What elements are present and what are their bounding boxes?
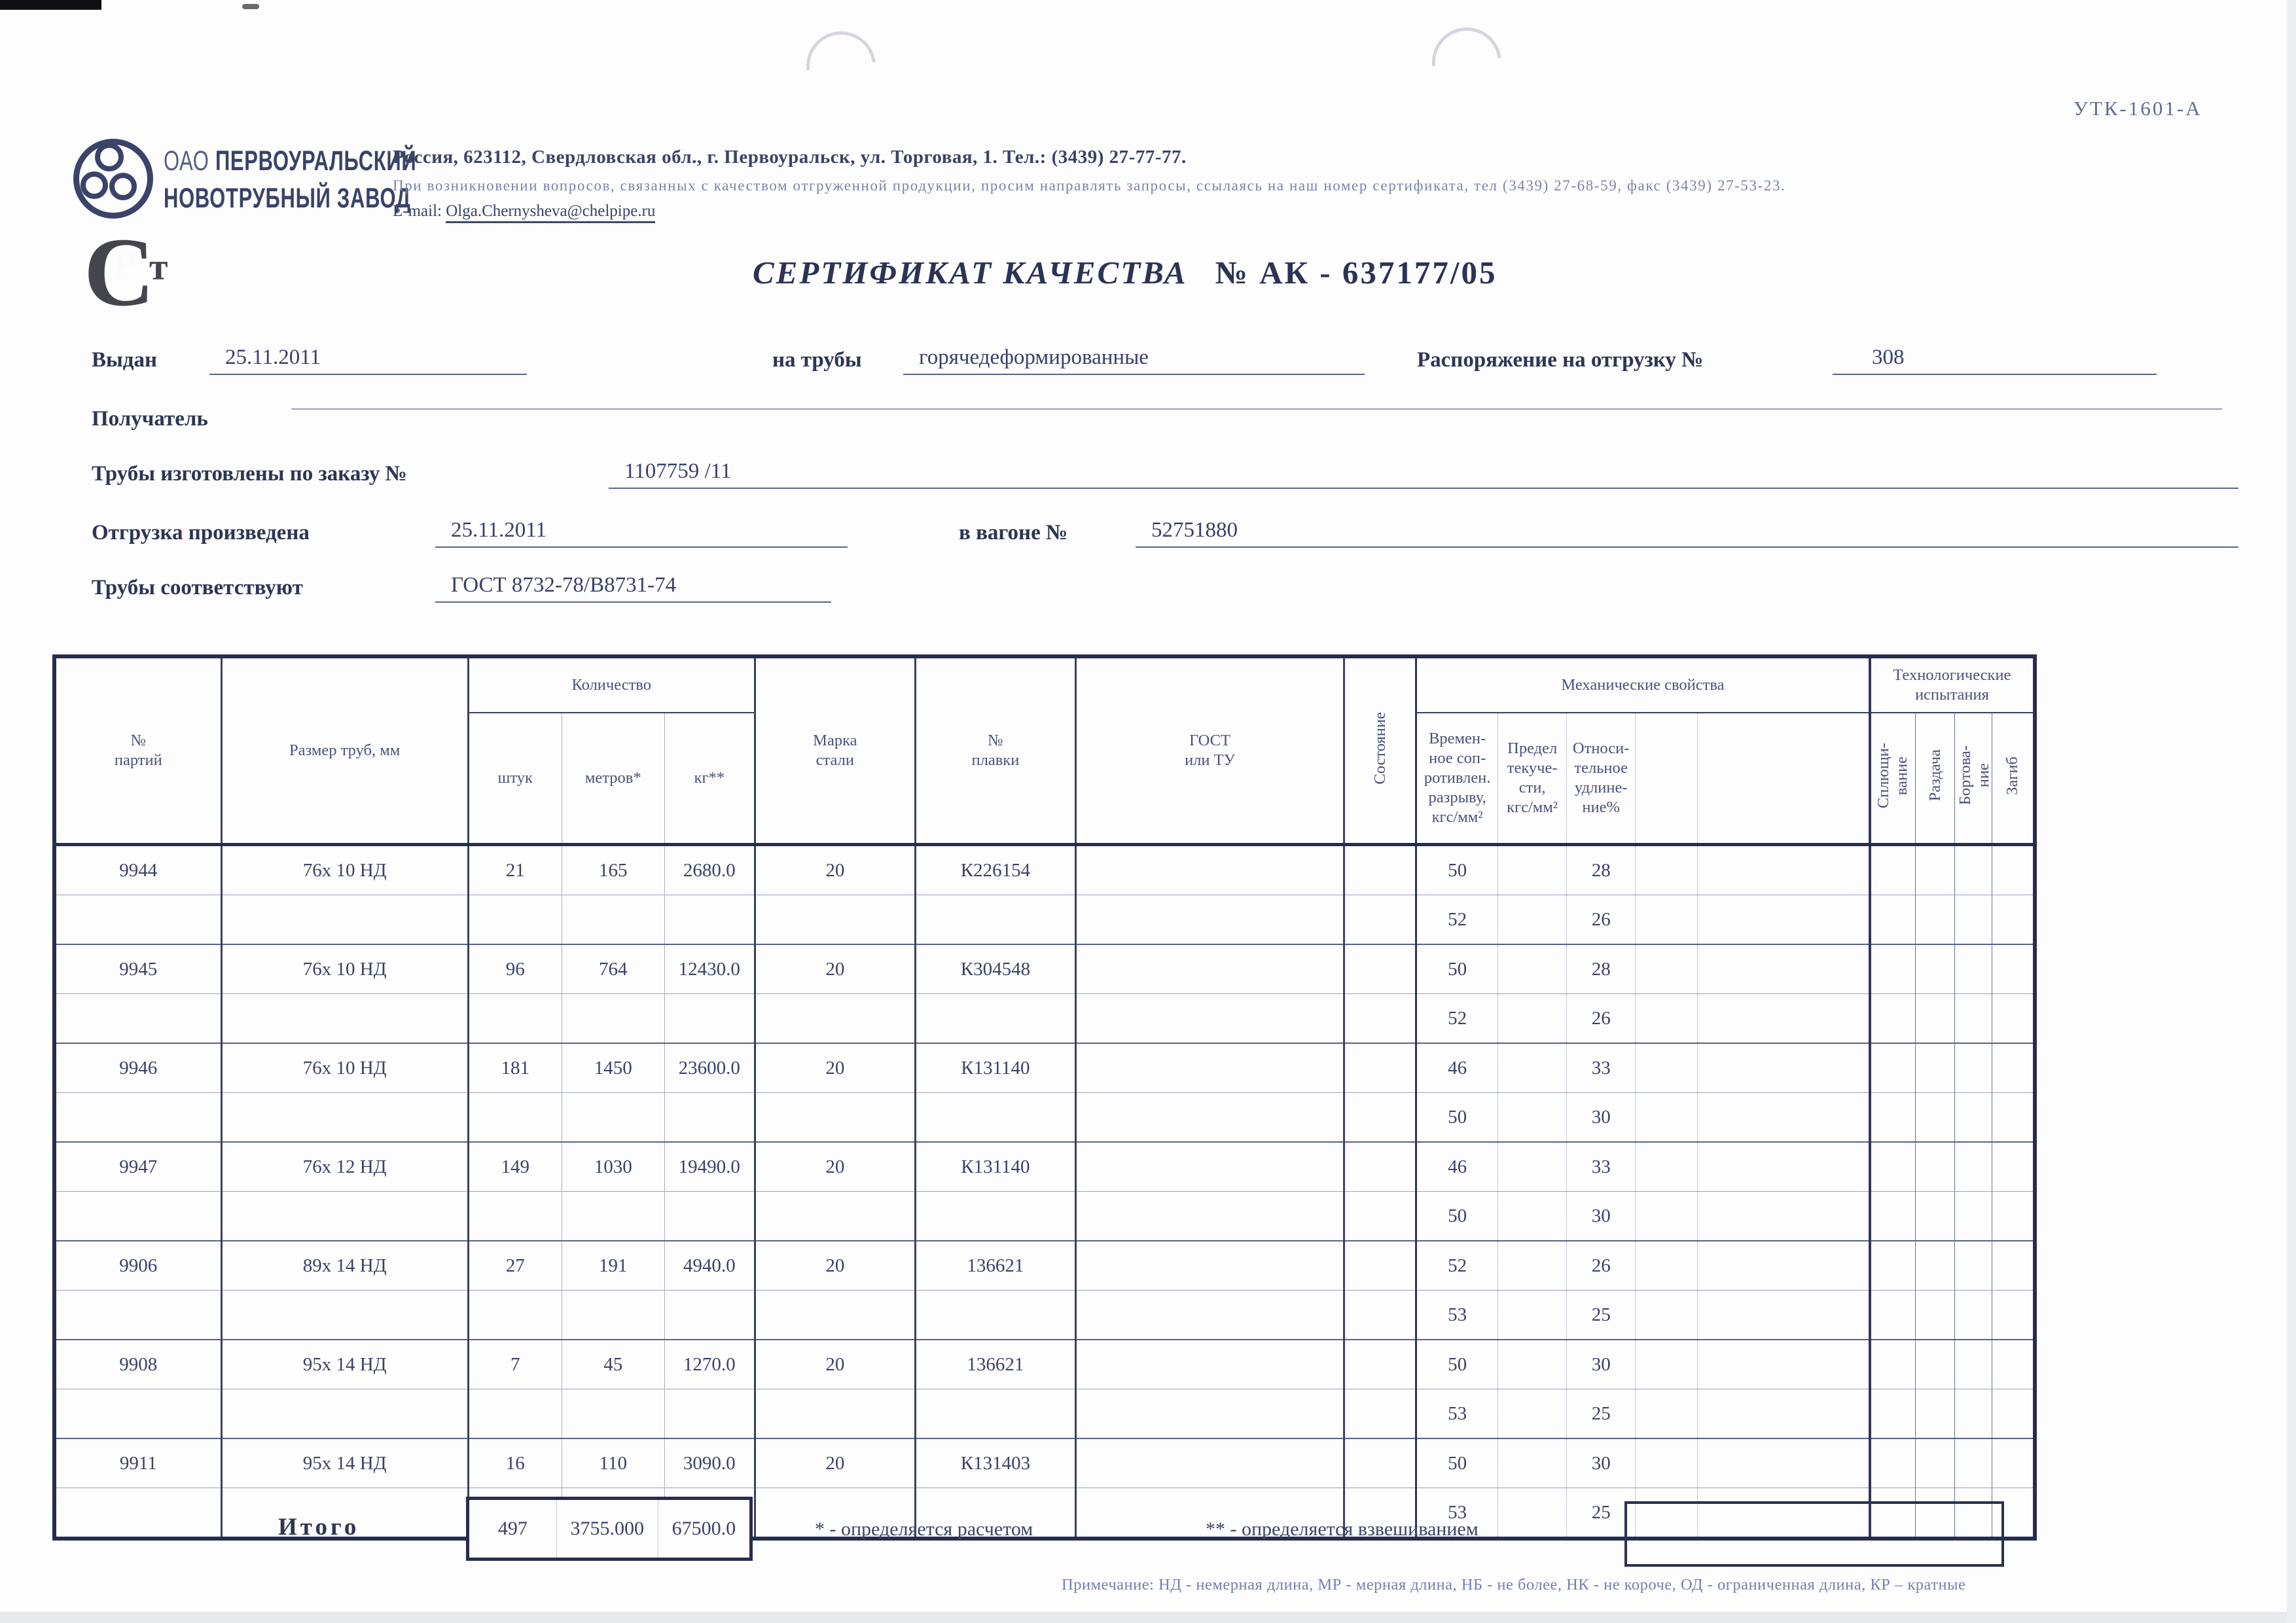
table-row: 9911 95х 14 НД 16 110 3090.0 20 К131403 50 30 <box>54 1438 2035 1488</box>
pipes-value: горячедеформированные <box>903 346 1365 375</box>
certificate-number: № АК - 637177/05 <box>1215 255 1498 291</box>
abbreviations-note: Примечание: НД - немерная длина, МР - ме… <box>1062 1576 1966 1594</box>
shipping-order-value: 308 <box>1833 346 2157 375</box>
col-header-expansion: Раздача <box>1915 713 1955 846</box>
col-group-mechanical: Механические свойства <box>1415 656 1870 713</box>
col-header-flanging: Бортова- ние <box>1954 713 1993 846</box>
scan-corner-artifact <box>0 0 101 10</box>
totals-box: 497 3755.000 67500.0 <box>466 1497 753 1561</box>
table-row: 50 30 <box>54 1092 2035 1142</box>
col-group-quantity: Количество <box>467 656 755 713</box>
conform-label: Трубы соответствуют <box>92 576 303 599</box>
rst-certification-icon: С Р т <box>84 218 168 327</box>
table-row: 53 25 <box>54 1389 2035 1438</box>
company-name-line1: ПЕРВОУРАЛЬСКИЙ <box>215 145 417 177</box>
totals-label: Итого <box>278 1514 360 1541</box>
order-value: 1107759 /11 <box>609 459 2238 489</box>
shipped-value: 25.11.2011 <box>435 518 848 548</box>
email-line: E-mail: Olga.Chernysheva@chelpipe.ru <box>393 202 1785 223</box>
cert-table-body: 9944 76х 10 НД 21 165 2680.0 20 К226154 50 28 52 2… <box>54 844 2035 1539</box>
col-header-batch-no: № партий <box>54 656 222 846</box>
col-header-mech-extra2 <box>1697 713 1870 846</box>
wagon-label: в вагоне № <box>959 521 1068 544</box>
col-group-technological: Технологические испытания <box>1868 656 2035 713</box>
pipes-label: на трубы <box>772 348 862 372</box>
address-line: Россия, 623112, Свердловская обл., г. Пе… <box>393 147 1187 168</box>
totals-kg: 67500.0 <box>657 1500 749 1558</box>
stamp-box <box>1624 1501 2004 1567</box>
col-header-melt-no: № плавки <box>914 656 1076 846</box>
email-address: Olga.Chernysheva@chelpipe.ru <box>446 202 656 223</box>
totals-pieces: 497 <box>497 1518 528 1539</box>
col-header-meters: метров* <box>561 713 665 846</box>
footnote-weighed: ** - определяется взвешиванием <box>1206 1518 1479 1540</box>
footnote-calculated: * - определяется расчетом <box>815 1518 1033 1540</box>
scan-edge-shade <box>2287 0 2296 1623</box>
title-text: СЕРТИФИКАТ КАЧЕСТВА <box>753 255 1188 291</box>
form-code: УТК-1601-А <box>2073 97 2202 120</box>
scan-edge-strip <box>0 1612 2296 1623</box>
shipping-order-label: Распоряжение на отгрузку № <box>1417 348 1704 372</box>
binder-hole-artifact <box>792 17 890 115</box>
logo-pipe-circle <box>109 173 137 200</box>
binder-hole-artifact <box>1418 13 1516 111</box>
shipped-label: Отгрузка произведена <box>92 521 310 544</box>
col-header-state: Состояние <box>1343 656 1416 846</box>
table-row: 9945 76х 10 НД 96 764 12430.0 20 К304548 50 28 <box>54 944 2035 994</box>
table-row: 53 25 <box>54 1290 2035 1340</box>
table-row: 50 30 <box>54 1191 2035 1241</box>
table-row: 9906 89х 14 НД 27 191 4940.0 20 136621 52 26 <box>54 1240 2035 1291</box>
issued-label: Выдан <box>92 348 157 372</box>
receiver-label: Получатель <box>92 407 208 431</box>
col-header-gost: ГОСТ или ТУ <box>1074 656 1344 846</box>
table-row: 52 26 <box>54 993 2035 1043</box>
logo-ring <box>73 139 153 219</box>
col-header-bending: Загиб <box>1992 713 2035 846</box>
col-header-elongation: Относи- тельное удлине- ние% <box>1566 713 1636 846</box>
col-header-tensile-strength: Времен- ное соп- ротивлен. разрыву, кгс/… <box>1415 713 1498 846</box>
col-header-mech-extra1 <box>1635 713 1698 846</box>
table-row: 9946 76х 10 НД 181 1450 23600.0 20 К131140 46 33 <box>54 1043 2035 1093</box>
col-header-pieces: штук <box>467 713 562 846</box>
col-header-kg: кг** <box>664 713 755 846</box>
receiver-value <box>291 404 2222 410</box>
totals-meters: 3755.000 <box>556 1500 658 1558</box>
company-logo-icon <box>73 139 154 220</box>
issued-value: 25.11.2011 <box>209 346 527 375</box>
col-header-flattening: Сплющи- вание <box>1868 713 1916 846</box>
scan-mark-artifact <box>242 4 259 9</box>
company-name: ОАО ПЕРВОУРАЛЬСКИЙ НОВОТРУБНЫЙ ЗАВОД <box>164 143 416 217</box>
col-header-yield-strength: Предел текуче- сти, кгс/мм² <box>1498 713 1567 846</box>
contact-block: Россия, 623112, Свердловская обл., г. Пе… <box>393 147 1786 223</box>
col-header-size: Размер труб, мм <box>220 656 469 846</box>
table-row: 52 26 <box>54 895 2035 944</box>
company-name-line2: НОВОТРУБНЫЙ ЗАВОД <box>164 183 411 214</box>
document-title: СЕРТИФИКАТ КАЧЕСТВА № АК - 637177/05 <box>753 254 1497 291</box>
conform-value: ГОСТ 8732-78/В8731-74 <box>435 573 831 603</box>
wagon-value: 52751880 <box>1136 518 2238 548</box>
company-prefix: ОАО <box>164 145 209 177</box>
logo-pipe-circle <box>95 143 124 171</box>
table-row: 9947 76х 12 НД 149 1030 19490.0 20 К131140 46 33 <box>54 1141 2035 1192</box>
certificate-table: № партий Размер труб, мм Количество Марк… <box>52 654 2037 1541</box>
quality-note-line: При возникновении вопросов, связанных с … <box>393 177 1786 194</box>
logo-pipe-circle <box>81 171 108 199</box>
col-header-steel-grade: Марка стали <box>753 656 916 846</box>
email-label: E-mail: <box>393 202 442 220</box>
order-label: Трубы изготовлены по заказу № <box>92 462 407 486</box>
table-row: 9908 95х 14 НД 7 45 1270.0 20 136621 50 30 <box>54 1339 2035 1389</box>
table-row: 9944 76х 10 НД 21 165 2680.0 20 К226154 50 28 <box>54 844 2035 895</box>
